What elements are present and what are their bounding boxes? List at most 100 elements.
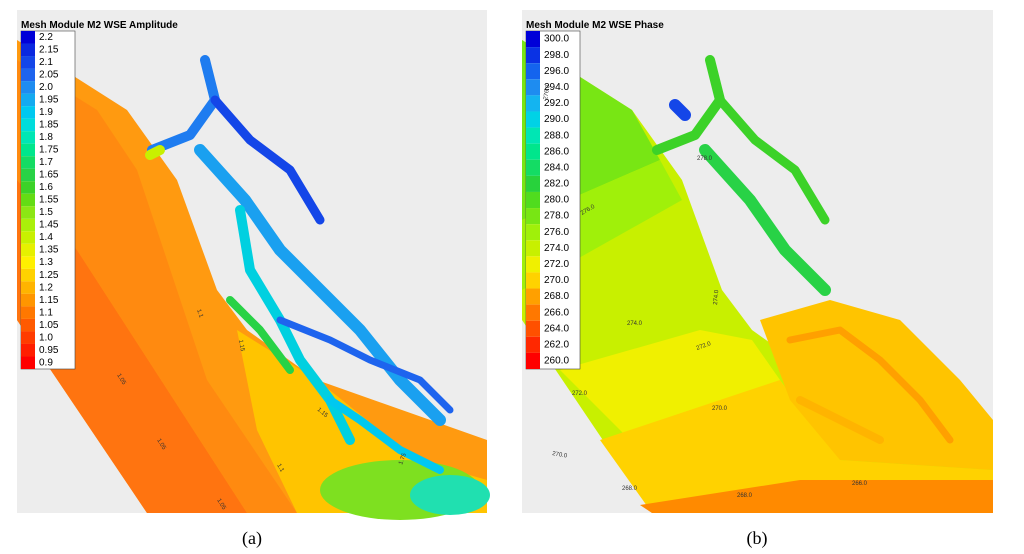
legend-label: 1.25	[39, 270, 59, 281]
legend-swatch	[21, 143, 35, 157]
legend-label: 270.0	[544, 275, 569, 286]
legend-swatch	[526, 208, 540, 225]
contour-label: 1.1	[195, 309, 204, 320]
ocean-band	[760, 300, 993, 470]
legend-swatch	[21, 81, 35, 94]
contour-label: 266.0	[852, 481, 868, 487]
legend-label: 298.0	[544, 50, 569, 61]
legend-label: 276.0	[544, 227, 569, 238]
legend-label: 294.0	[544, 82, 569, 93]
contour-label: 1.05	[155, 438, 167, 452]
legend-label: 278.0	[544, 211, 569, 222]
legend-swatch	[526, 240, 540, 257]
legend-swatch	[526, 256, 540, 273]
legend-label: 2.05	[39, 69, 59, 80]
legend-label: 1.1	[39, 307, 53, 318]
legend-swatch	[526, 159, 540, 176]
contour-label: 272.0	[572, 391, 588, 397]
legend-swatch	[526, 336, 540, 353]
legend-label: 1.55	[39, 195, 59, 206]
legend-label: 1.65	[39, 170, 59, 181]
legend-swatch	[526, 224, 540, 241]
legend-swatch	[21, 243, 35, 257]
legend-swatch	[526, 352, 540, 369]
legend-swatch	[21, 206, 35, 219]
contour-label: 1.15	[237, 339, 245, 352]
legend-label: 274.0	[544, 243, 569, 254]
contour-label: 1.05	[215, 498, 227, 512]
legend-swatch	[21, 343, 35, 357]
legend-swatch	[21, 193, 35, 207]
legend-swatch	[21, 68, 35, 82]
legend-label: 1.8	[39, 132, 53, 143]
legend-label: 1.05	[39, 320, 59, 331]
legend-label: 282.0	[544, 179, 569, 190]
legend-label: 2.2	[39, 32, 53, 43]
legend-label: 260.0	[544, 356, 569, 367]
legend-swatch	[21, 118, 35, 132]
legend-label: 1.3	[39, 257, 53, 268]
legend-swatch	[21, 356, 35, 369]
contour-label: 268.0	[622, 486, 638, 492]
legend-title: Mesh Module M2 WSE Amplitude	[21, 20, 178, 31]
legend-swatch	[526, 79, 540, 96]
legend-title: Mesh Module M2 WSE Phase	[526, 20, 664, 31]
contour-label: 268.0	[737, 493, 753, 499]
legend-swatch	[21, 231, 35, 244]
legend-label: 1.0	[39, 332, 53, 343]
contour-label: 270.0	[712, 406, 728, 412]
legend-swatch	[21, 256, 35, 269]
ocean-band	[410, 475, 490, 515]
contour-label: 274.0	[627, 321, 643, 327]
legend-label: 1.35	[39, 245, 59, 256]
legend-label: 0.95	[39, 345, 59, 356]
legend-swatch	[526, 191, 540, 209]
legend-label: 1.95	[39, 94, 59, 105]
legend-swatch	[526, 143, 540, 160]
contour-label: 1.05	[115, 373, 127, 387]
legend-swatch	[21, 131, 35, 144]
legend-swatch	[21, 106, 35, 119]
contour-label: 1.75	[398, 452, 408, 466]
legend-label: 1.85	[39, 120, 59, 131]
legend-swatch	[526, 272, 540, 289]
legend-label: 290.0	[544, 114, 569, 125]
map-a	[17, 10, 490, 520]
ocean-band	[17, 60, 297, 513]
legend-swatch	[526, 95, 540, 112]
ocean-band	[600, 380, 993, 513]
panel-label: (a)	[242, 528, 262, 549]
contour-label: 274.0	[713, 289, 720, 305]
legend-swatch	[526, 304, 540, 321]
legend-label: 262.0	[544, 339, 569, 350]
contour-label: 272.0	[696, 341, 713, 352]
legend-swatch	[21, 93, 35, 107]
legend-label: 1.15	[39, 295, 59, 306]
legend-label: 266.0	[544, 307, 569, 318]
map-b	[522, 10, 993, 513]
legend-label: 1.4	[39, 232, 53, 243]
legend-label: 264.0	[544, 323, 569, 334]
ocean-band	[640, 480, 993, 513]
legend-swatch	[21, 43, 35, 57]
legend-label: 300.0	[544, 34, 569, 45]
legend-swatch	[21, 318, 35, 332]
legend-swatch	[21, 56, 35, 69]
legend-label: 272.0	[544, 259, 569, 270]
legend-label: 296.0	[544, 66, 569, 77]
legend-label: 1.5	[39, 207, 53, 218]
legend-swatch	[526, 47, 540, 64]
legend-label: 286.0	[544, 146, 569, 157]
legend-swatch	[526, 320, 540, 337]
contour-label: 276.0	[543, 84, 552, 100]
contour-label: 270.0	[552, 451, 568, 460]
contour-label: 278.0	[697, 156, 713, 162]
legend-swatch	[526, 31, 540, 48]
legend-label: 0.9	[39, 357, 53, 368]
legend-swatch	[526, 175, 540, 192]
legend-label: 1.2	[39, 282, 53, 293]
legend-swatch	[526, 63, 540, 80]
legend-swatch	[526, 288, 540, 305]
legend-label: 1.75	[39, 145, 59, 156]
